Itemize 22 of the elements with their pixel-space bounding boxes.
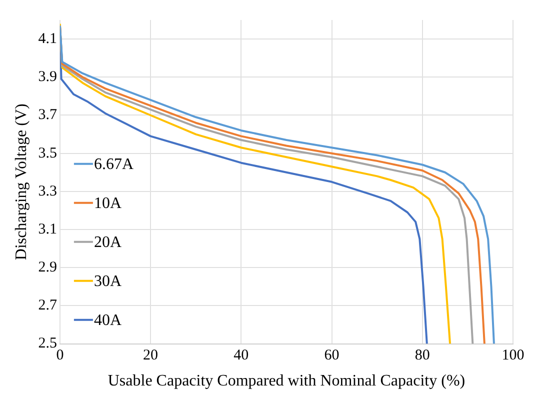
x-tick-label: 60 (324, 348, 340, 364)
x-tick-label: 100 (502, 348, 524, 364)
y-tick-label: 2.7 (38, 298, 58, 314)
y-tick-label: 3.3 (38, 183, 57, 200)
y-tick-label: 3.7 (38, 107, 58, 124)
x-axis-title: Usable Capacity Compared with Nominal Capacity (%) (108, 372, 466, 390)
x-tick-label: 40 (234, 348, 249, 364)
legend-label: 30A (94, 273, 122, 290)
y-tick-label: 2.5 (38, 336, 57, 352)
legend-label: 6.67A (94, 156, 134, 174)
x-tick-label: 80 (414, 348, 430, 364)
y-tick-label: 3.1 (38, 221, 57, 238)
y-tick-label: 3.5 (38, 145, 57, 162)
y-tick-label: 4.1 (38, 30, 57, 47)
legend-label: 10A (94, 195, 122, 212)
y-tick-label: 3.9 (38, 69, 57, 86)
legend-label: 20A (94, 234, 122, 252)
y-axis-title: Discharging Voltage (V) (12, 104, 30, 260)
legend-label: 40A (94, 312, 122, 330)
y-tick-label: 2.9 (38, 260, 57, 276)
x-tick-label: 0 (56, 348, 64, 364)
x-tick-label: 20 (143, 348, 158, 364)
